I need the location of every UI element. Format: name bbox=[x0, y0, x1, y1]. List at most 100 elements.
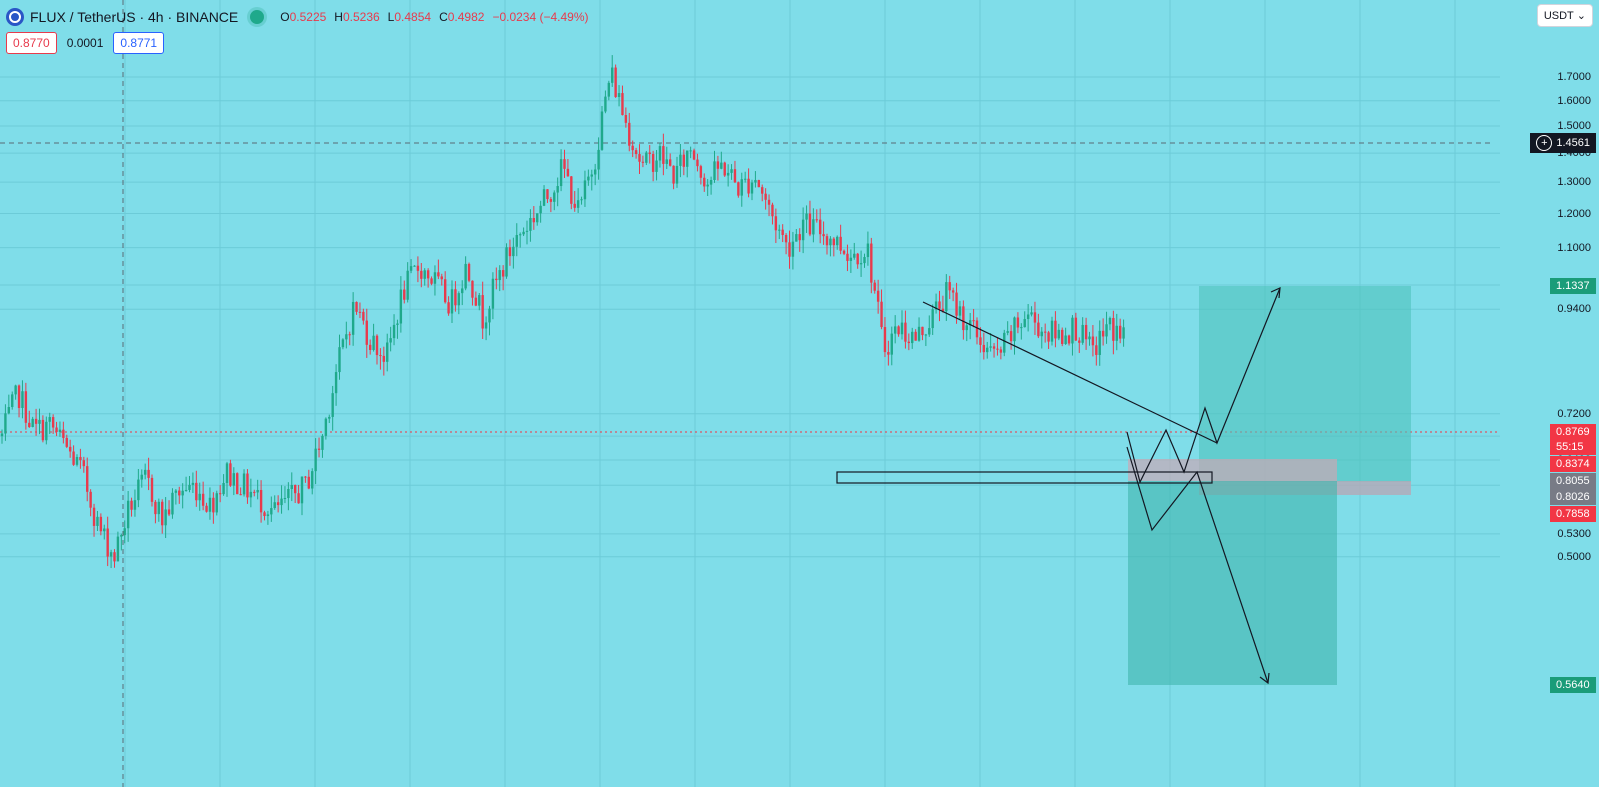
candle-body bbox=[876, 290, 880, 302]
candle-body bbox=[798, 234, 801, 241]
candle-body bbox=[392, 324, 396, 339]
candle-body bbox=[212, 497, 215, 513]
candle-body bbox=[743, 178, 747, 180]
candle-body bbox=[883, 327, 887, 353]
candle-body bbox=[253, 491, 256, 493]
candle-body bbox=[399, 289, 403, 324]
candle-body bbox=[897, 326, 900, 335]
candle-body bbox=[750, 182, 754, 194]
candle-body bbox=[167, 509, 171, 515]
candle-body bbox=[692, 150, 696, 160]
candle-body bbox=[679, 154, 682, 166]
candle-body bbox=[607, 82, 611, 97]
candle-body bbox=[4, 413, 7, 434]
buy-button[interactable]: 0.8771 bbox=[113, 32, 165, 54]
candle-body bbox=[372, 335, 375, 350]
close-value: 0.4982 bbox=[447, 10, 485, 24]
candle-body bbox=[461, 288, 464, 294]
candle-body bbox=[788, 242, 791, 257]
candle-body bbox=[873, 282, 876, 291]
candle-body bbox=[41, 419, 45, 441]
candle-body bbox=[280, 498, 283, 506]
candle-body bbox=[938, 301, 941, 309]
candle-body bbox=[297, 493, 300, 504]
candle-body bbox=[467, 263, 471, 281]
sell-button[interactable]: 0.8770 bbox=[6, 32, 57, 54]
candle-body bbox=[914, 331, 917, 341]
candle-body bbox=[583, 180, 587, 200]
candle-body bbox=[478, 295, 481, 306]
candle-body bbox=[757, 180, 761, 188]
candle-body bbox=[304, 476, 307, 478]
candle-body bbox=[17, 385, 21, 408]
candle-body bbox=[849, 257, 853, 261]
candle-body bbox=[593, 169, 597, 175]
candle-body bbox=[106, 528, 109, 557]
candle-body bbox=[24, 391, 28, 423]
candle-body bbox=[726, 172, 730, 176]
candle-body bbox=[314, 448, 317, 472]
candle-body bbox=[1043, 331, 1047, 333]
candle-body bbox=[836, 236, 839, 246]
candle-body bbox=[362, 311, 365, 321]
candle-body bbox=[406, 270, 409, 300]
candle-body bbox=[1118, 325, 1122, 339]
candle-body bbox=[191, 482, 195, 485]
candle-body bbox=[893, 326, 897, 334]
candle-body bbox=[614, 67, 617, 97]
candle-body bbox=[457, 293, 461, 306]
target-price-tag: 1.1337 bbox=[1550, 278, 1596, 294]
candle-body bbox=[1098, 330, 1101, 355]
chevron-down-icon: ⌄ bbox=[1576, 10, 1586, 22]
candle-body bbox=[358, 311, 362, 313]
candle-body bbox=[979, 337, 982, 345]
candle-body bbox=[147, 469, 150, 478]
candle-body bbox=[563, 159, 566, 169]
candle-body bbox=[706, 184, 709, 187]
candle-body bbox=[1115, 325, 1118, 341]
candle-body bbox=[215, 493, 218, 513]
candle-body bbox=[1016, 317, 1020, 328]
candle-body bbox=[559, 159, 563, 187]
candle-body bbox=[413, 265, 416, 267]
candle-body bbox=[1064, 335, 1067, 345]
candle-body bbox=[321, 435, 324, 450]
candle-body bbox=[488, 308, 491, 323]
candle-body bbox=[1020, 327, 1023, 329]
currency-selector[interactable]: USDT ⌄ bbox=[1536, 4, 1593, 27]
candle-body bbox=[386, 342, 389, 362]
candle-body bbox=[365, 320, 368, 345]
symbol-title[interactable]: FLUX / TetherUS · 4h · BINANCE bbox=[30, 9, 239, 25]
candle-body bbox=[311, 471, 314, 489]
candle-body bbox=[116, 536, 120, 562]
candle-body bbox=[890, 333, 893, 355]
candle-body bbox=[68, 446, 72, 452]
candle-body bbox=[331, 393, 334, 417]
candle-body bbox=[130, 500, 133, 510]
axis-tick-label: 0.5300 bbox=[1557, 527, 1591, 540]
candle-body bbox=[573, 203, 576, 208]
candle-body bbox=[801, 219, 805, 241]
candle-body bbox=[863, 257, 866, 264]
candle-body bbox=[672, 165, 675, 184]
candle-body bbox=[651, 154, 655, 172]
candle-body bbox=[307, 476, 311, 489]
add-alert-icon[interactable]: + bbox=[1536, 135, 1553, 151]
candle-body bbox=[181, 490, 184, 496]
candle-body bbox=[917, 326, 921, 341]
candle-body bbox=[887, 352, 890, 355]
support-zone-box bbox=[836, 471, 1213, 484]
candle-body bbox=[774, 216, 778, 231]
candle-body bbox=[1112, 317, 1115, 341]
candle-body bbox=[529, 218, 532, 231]
arrow-up-icon bbox=[1270, 287, 1281, 299]
candle-body bbox=[198, 493, 201, 501]
candle-body bbox=[440, 276, 443, 280]
candle-body bbox=[1105, 324, 1108, 337]
candle-body bbox=[924, 334, 928, 336]
axis-tick-label: 1.3000 bbox=[1557, 176, 1591, 189]
candle-body bbox=[164, 509, 167, 526]
candle-body bbox=[328, 416, 331, 419]
candle-body bbox=[624, 115, 628, 123]
